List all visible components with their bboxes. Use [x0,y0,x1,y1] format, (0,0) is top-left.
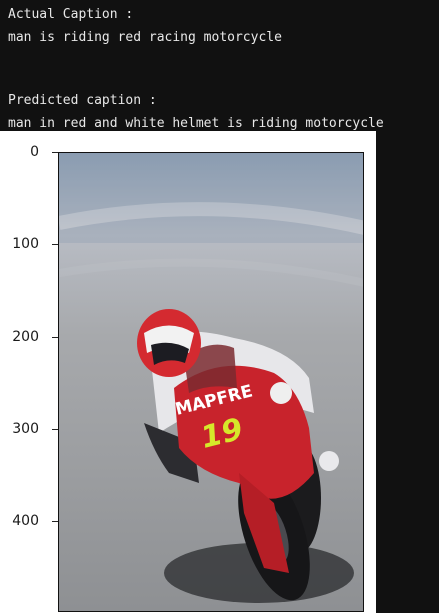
y-tick-label-400: 400 [12,513,39,529]
y-tick-mark-0 [52,152,58,153]
y-tick-label-300: 300 [12,421,39,437]
y-tick-label-100: 100 [12,236,39,252]
y-tick-mark-100 [52,244,58,245]
rider-leg [144,423,199,483]
motorcycle-illustration: MAPFRE 19 [59,153,363,603]
rider-glove [270,382,292,404]
actual-caption-text: man is riding red racing motorcycle [8,30,282,45]
y-tick-mark-400 [52,521,58,522]
front-fork-cover [239,473,289,573]
y-tick-mark-300 [52,429,58,430]
image-plot: 0 100 200 300 400 [0,131,376,613]
helmet-visor [151,342,189,365]
predicted-caption-text: man in red and white helmet is riding mo… [8,116,384,131]
actual-caption-heading: Actual Caption : [8,7,134,22]
y-tick-label-0: 0 [30,144,39,160]
y-tick-label-200: 200 [12,329,39,345]
console-output: Actual Caption : man is riding red racin… [0,0,439,131]
y-tick-mark-200 [52,337,58,338]
track-texture [59,153,363,287]
predicted-caption-heading: Predicted caption : [8,93,157,108]
rider-boot [319,451,339,471]
motorcycle-photo: MAPFRE 19 [58,152,364,612]
